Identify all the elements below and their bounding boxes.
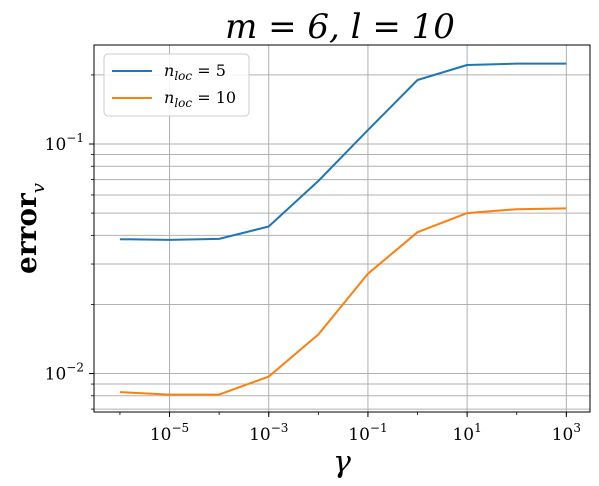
x-axis-ticks: 10−5 10−3 10−1 101 103	[119, 412, 581, 445]
series-line-2	[119, 207, 567, 396]
x-tick-label: 101	[452, 421, 481, 445]
plot-frame	[93, 44, 591, 413]
series-lines	[119, 62, 567, 396]
x-tick-label: 10−5	[150, 421, 189, 445]
y-axis-label-sub: v	[28, 183, 49, 193]
grid	[94, 45, 590, 412]
legend-label-2: nloc = 10	[164, 88, 236, 110]
y-tick-label: 10−1	[45, 131, 84, 155]
legend: nloc = 5 nloc = 10	[103, 53, 250, 117]
y-axis-label: errorv	[10, 183, 49, 274]
x-axis-label: γ	[333, 445, 351, 480]
legend-label-1: nloc = 5	[164, 61, 226, 83]
y-tick-label: 10−2	[45, 361, 84, 385]
x-tick-label: 103	[552, 421, 581, 445]
series-line-1	[119, 62, 567, 241]
legend-box	[103, 53, 250, 117]
x-tick-label: 10−1	[348, 421, 387, 445]
y-axis-ticks: 10−1 10−2	[45, 74, 94, 410]
chart-title: m = 6, l = 10	[225, 7, 455, 47]
y-axis-label-main: error	[10, 192, 43, 274]
x-tick-label: 10−3	[249, 421, 288, 445]
